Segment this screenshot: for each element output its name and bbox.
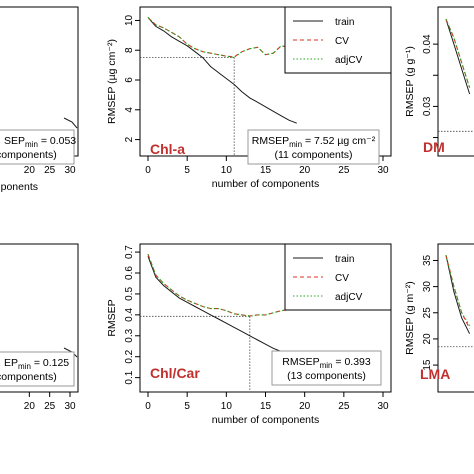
panel-bc: 0 5 10 15 20 25 30 0.1 0.2 0.3 0.4 0.5 0.6 0.7 number … [106, 243, 392, 426]
component-count-label: (11 components) [274, 149, 352, 161]
series-group [140, 254, 297, 392]
series-train [147, 256, 297, 359]
x-tick-label: 30 [377, 401, 389, 412]
x-tick-label: 25 [338, 401, 350, 412]
series-cv [445, 255, 471, 329]
panel-tr: 0.03 0.04 RMSEP (g g⁻¹) DM [404, 6, 474, 157]
y-tick-label: 0.4 [124, 307, 135, 321]
series-cv [147, 254, 297, 317]
x-tick-label: 0 [145, 401, 151, 412]
x-tick-label: 5 [184, 165, 190, 176]
y-tick-label: 8 [124, 47, 135, 53]
panel-tag: Chl-a [150, 141, 185, 157]
y-tick-label: 25 [422, 307, 433, 319]
y-tick-label: 10 [124, 14, 135, 26]
y-tick-label: 20 [422, 333, 433, 345]
y-tick-label: 0.3 [124, 328, 135, 342]
component-count-label: components) [0, 149, 57, 161]
legend-label: adjCV [335, 55, 363, 66]
panel-tag: LMA [420, 366, 450, 382]
series-train [147, 17, 297, 124]
panel-br: 15 20 25 30 35 RMSEP (g m⁻²) LMA [404, 243, 474, 393]
x-tick-label: 10 [221, 165, 233, 176]
y-tick-label: 0.2 [124, 349, 135, 363]
y-tick-label: 0.5 [124, 287, 135, 301]
rmsep-min-label: EPmin = 0.125 [4, 357, 69, 371]
y-tick-label: 30 [422, 281, 433, 293]
component-count-label: (13 components) [287, 370, 366, 382]
y-tick-label: 0.03 [422, 96, 433, 116]
x-tick-label: 10 [221, 401, 233, 412]
series-group [438, 255, 474, 348]
y-axis-label: RMSEP (g g⁻¹) [404, 46, 416, 117]
rmsep-annotation-box [0, 351, 75, 387]
plot-frame [437, 6, 474, 157]
x-tick-label: 5 [184, 401, 190, 412]
x-tick-label: 25 [44, 401, 56, 412]
series-cv [445, 18, 471, 88]
rmsep-annotation-box [0, 129, 75, 165]
y-tick-label: 0.7 [124, 245, 135, 259]
legend-label: CV [335, 36, 349, 47]
plot-frame [0, 243, 79, 393]
y-tick-label: 6 [124, 77, 135, 83]
y-tick-label: 15 [422, 359, 433, 371]
x-tick-label: 20 [24, 401, 36, 412]
legend-label: train [335, 17, 354, 28]
series-train [445, 255, 471, 334]
x-axis-label: number of components [212, 178, 319, 190]
series-cv [147, 17, 297, 58]
y-tick-label: 35 [422, 254, 433, 266]
panel-tag: Chl/Car [150, 365, 200, 381]
series-group [140, 17, 297, 156]
panel-tag: DM [423, 139, 445, 155]
legend-label: train [335, 254, 354, 265]
series-train [63, 117, 78, 129]
x-tick-label: 25 [338, 165, 350, 176]
series-adjcv [147, 254, 297, 317]
series-group [63, 117, 78, 129]
component-count-label: components) [0, 371, 57, 383]
x-axis-label: omponents [0, 181, 38, 193]
series-adjcv [147, 17, 297, 58]
x-tick-label: 20 [299, 401, 311, 412]
rmsep-min-label: SEPmin = 0.053 [4, 135, 76, 149]
y-tick-label: 0.04 [422, 34, 433, 54]
plot-frame [437, 243, 474, 393]
x-tick-label: 0 [145, 165, 151, 176]
y-tick-label: 0.1 [124, 370, 135, 384]
x-tick-label: 25 [44, 165, 56, 176]
x-tick-label: 15 [260, 165, 272, 176]
rmsep-min-label: RMSEPmin = 0.393 [282, 356, 371, 370]
x-tick-label: 30 [64, 401, 76, 412]
rmsep-annotation-box [247, 129, 380, 165]
legend-label: adjCV [335, 292, 363, 303]
y-tick-label: 4 [124, 107, 135, 113]
series-adjcv [445, 255, 471, 327]
panel-tc: 0 5 10 15 20 25 30 2 4 6 8 10 number of components RM… [106, 6, 392, 190]
x-tick-label: 15 [260, 401, 272, 412]
x-tick-label: 20 [24, 165, 36, 176]
y-axis-label: RMSEP (µg cm⁻²) [106, 39, 118, 124]
x-tick-label: 30 [64, 165, 76, 176]
y-axis-label: RMSEP (g m⁻²) [404, 281, 416, 355]
y-axis-label: RMSEP [106, 299, 118, 336]
legend-label: CV [335, 273, 349, 284]
series-train [445, 19, 471, 95]
y-tick-label: 0.6 [124, 266, 135, 280]
rmsep-annotation-box [271, 350, 382, 386]
x-axis-label: number of components [212, 414, 319, 426]
y-tick-label: 2 [124, 136, 135, 142]
x-tick-label: 30 [377, 165, 389, 176]
series-group [438, 18, 474, 132]
rmsep-min-label: RMSEPmin = 7.52 µg cm⁻² [252, 135, 376, 149]
x-tick-label: 20 [299, 165, 311, 176]
